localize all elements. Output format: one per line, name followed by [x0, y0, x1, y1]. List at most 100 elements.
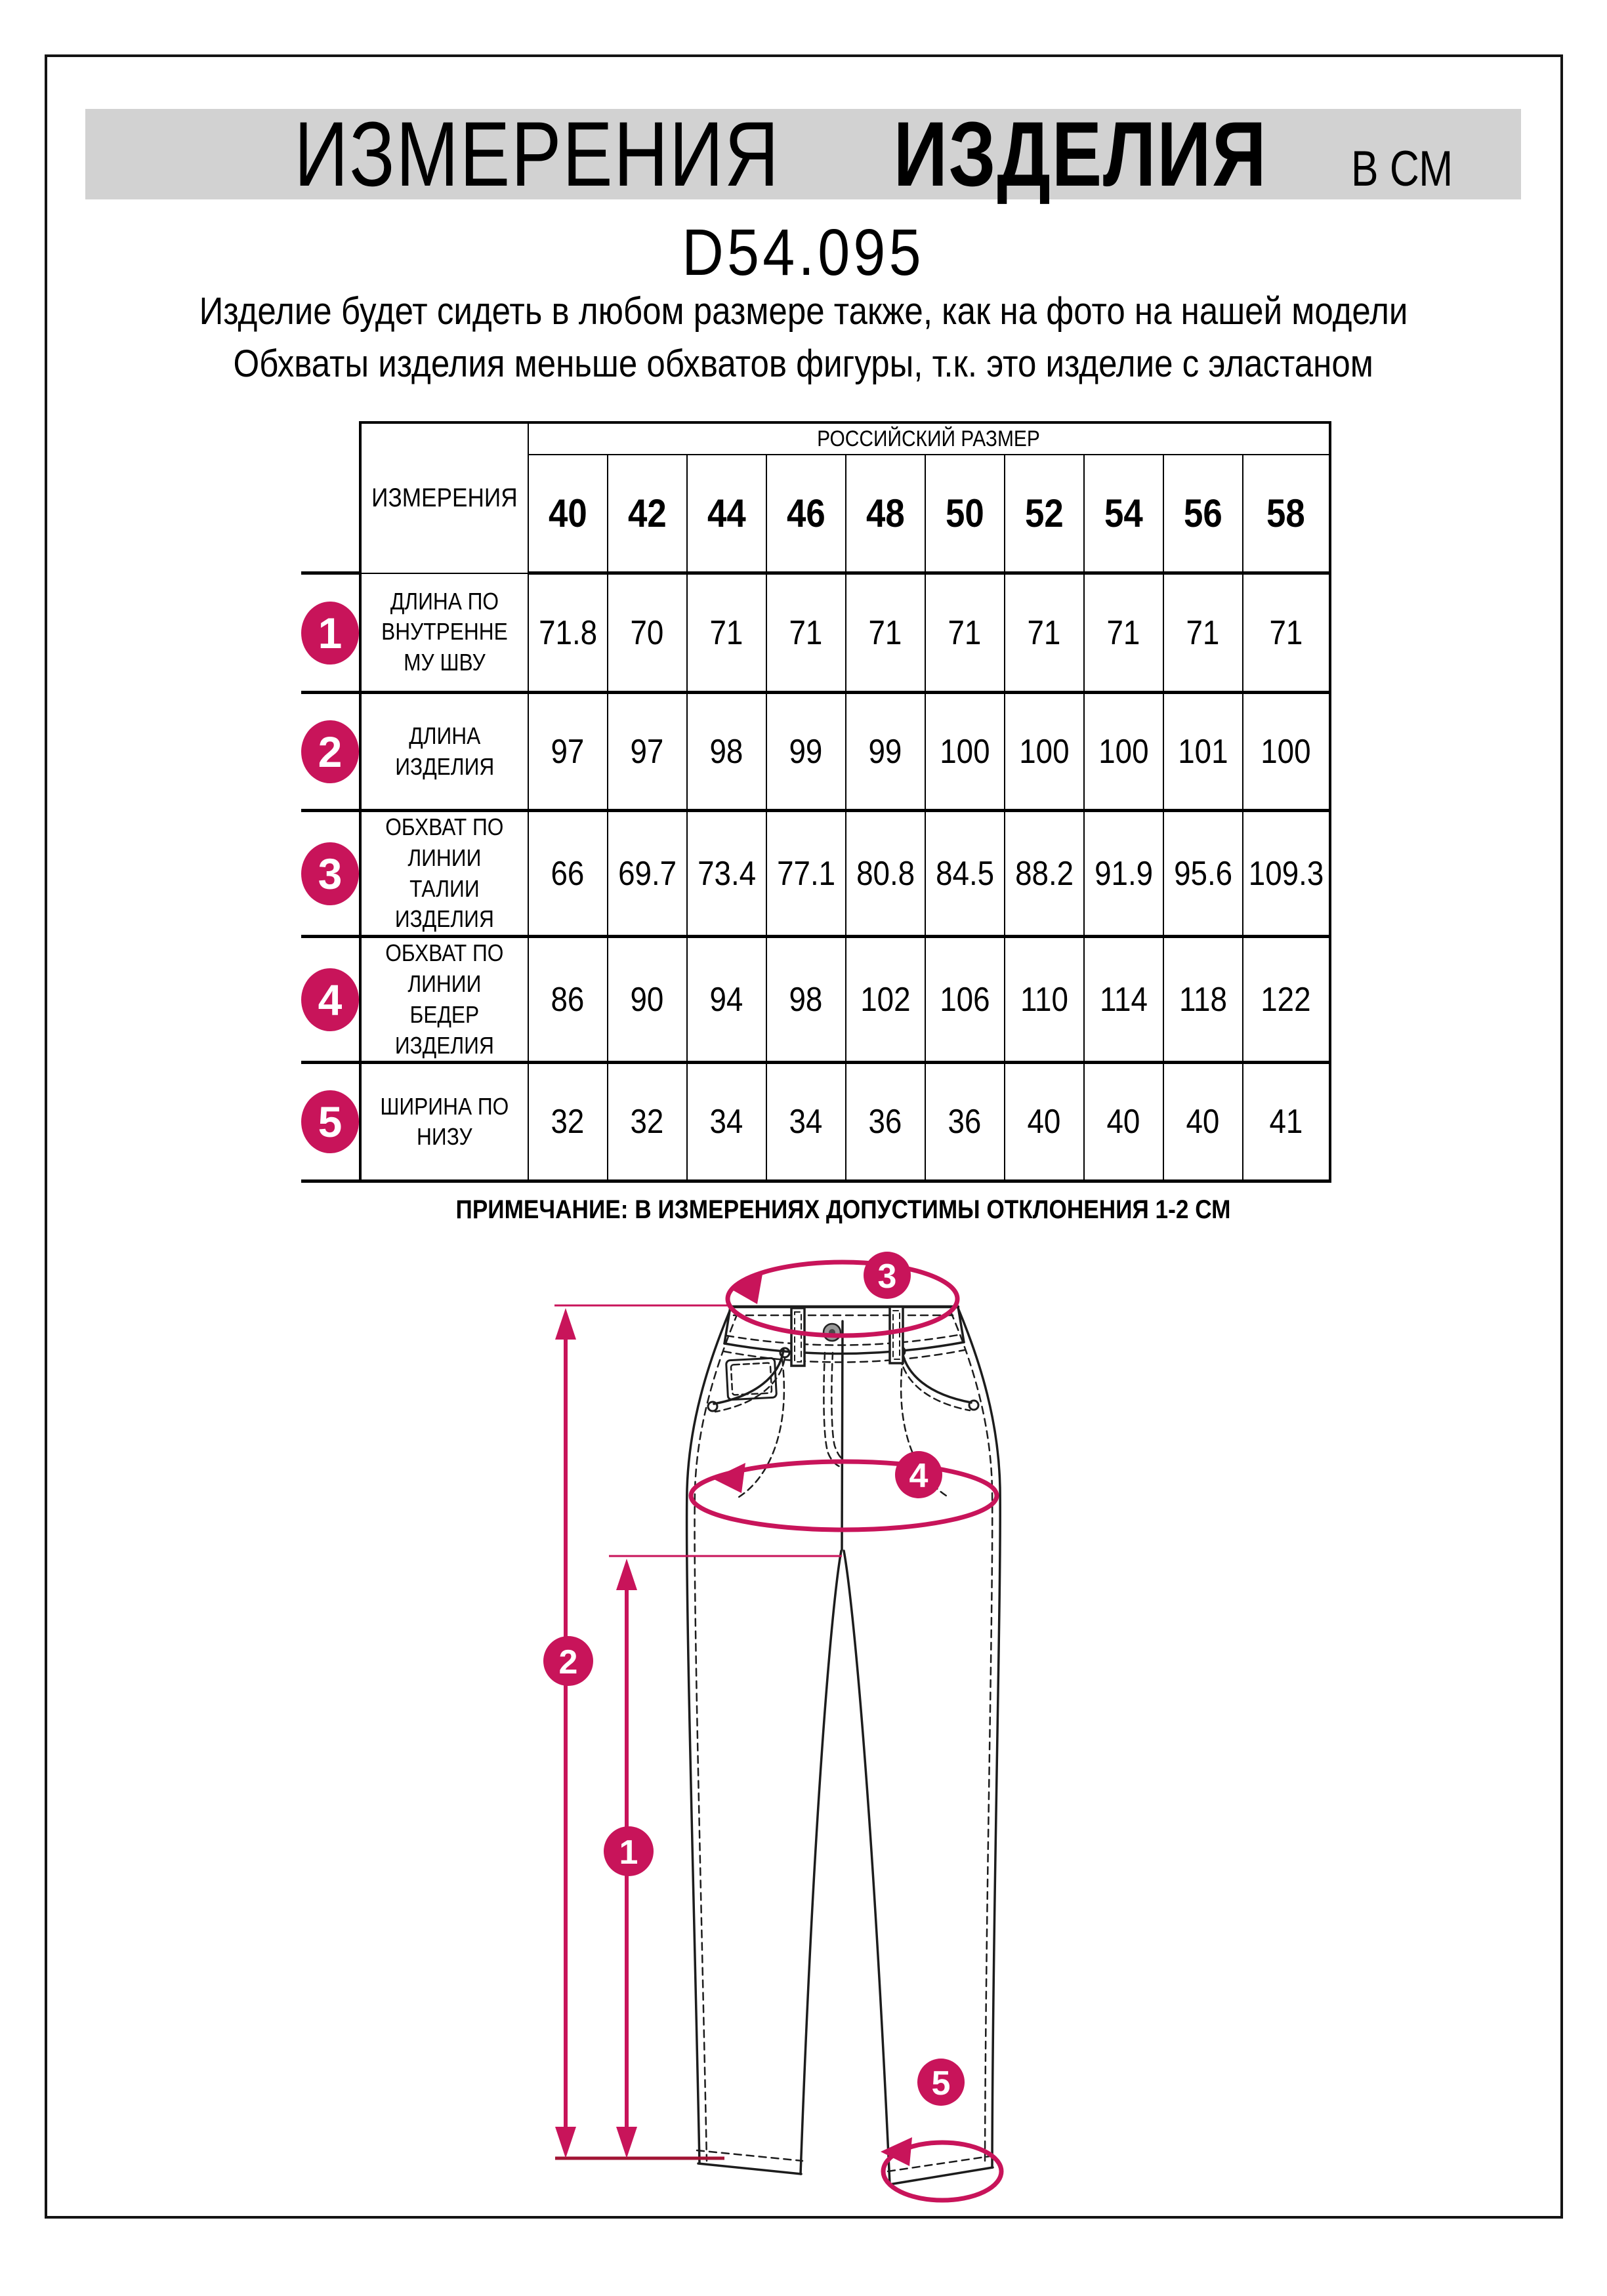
measurement-value-cell: 71	[686, 572, 767, 694]
measurement-value-cell: 36	[845, 1061, 926, 1183]
measurement-value-cell: 73.4	[686, 810, 767, 939]
measurement-value-cell: 32	[527, 1061, 608, 1183]
table-row: 1 ДЛИНА ПО ВНУТРЕННЕ МУ ШВУ 71.8 70 71 71 71 71…	[301, 572, 1331, 694]
marker-4: 4	[909, 1457, 929, 1495]
hem-measure-ellipse	[881, 2140, 1004, 2203]
size-header-cell: 56	[1162, 454, 1243, 575]
spacer-cell	[301, 455, 360, 575]
size-header-row: 40 42 44 46 48 50 52 54 56 58	[301, 454, 1331, 575]
measurement-value-cell: 91.9	[1083, 810, 1164, 939]
row-marker-badge: 3	[301, 842, 359, 905]
corner-header-cell: ИЗМЕРЕНИЯ	[359, 421, 529, 574]
marker-1: 1	[619, 1834, 638, 1872]
row-marker-cell: 5	[301, 1062, 360, 1183]
size-header-cell: 50	[924, 454, 1005, 575]
measurement-value-cell: 71	[1242, 572, 1331, 694]
size-header-cell: 54	[1083, 454, 1164, 575]
size-header-cell: 52	[1003, 454, 1085, 575]
row-marker-cell: 3	[301, 810, 360, 939]
page-title-unit: В СМ	[1351, 141, 1453, 197]
hip-measure-ellipse	[688, 1459, 999, 1532]
measurement-value-cell: 98	[686, 691, 767, 812]
measurement-value-cell: 34	[686, 1061, 767, 1183]
measurement-value-cell: 69.7	[606, 810, 688, 939]
size-header-cell: 44	[686, 454, 767, 575]
spacer-cell	[301, 422, 360, 455]
trousers-diagram: 1 2 3 4 5	[543, 1252, 1004, 2203]
measurement-value-cell: 84.5	[924, 810, 1005, 939]
measurement-value-cell: 34	[765, 1061, 846, 1183]
diagram-markers: 1 2 3 4 5	[543, 1252, 965, 2106]
tolerance-note: ПРИМЕЧАНИЕ: В ИЗМЕРЕНИЯХ ДОПУСТИМЫ ОТКЛО…	[455, 1195, 1230, 1224]
measurement-value-cell: 86	[527, 935, 608, 1065]
measurement-value-cell: 71	[1083, 572, 1164, 694]
measurement-label-cell: ШИРИНА ПО НИЗУ	[359, 1061, 529, 1183]
page-border-frame	[45, 54, 1563, 2219]
row-marker-cell: 2	[301, 692, 360, 812]
measurement-value-cell: 110	[1003, 935, 1085, 1065]
page-title-word1: ИЗМЕРЕНИЯ	[293, 102, 780, 205]
size-header-cell: 46	[765, 454, 846, 575]
measurement-label-cell: ОБХВАТ ПО ЛИНИИ БЕДЕР ИЗДЕЛИЯ	[359, 935, 529, 1065]
marker-2: 2	[559, 1643, 578, 1681]
pants-outline	[685, 1305, 1001, 2186]
measurement-value-cell: 99	[845, 691, 926, 812]
size-group-header-cell: РОССИЙСКИЙ РАЗМЕР	[527, 421, 1331, 455]
measurement-value-cell: 71	[845, 572, 926, 694]
measurement-value-cell: 97	[606, 691, 688, 812]
measurement-value-cell: 40	[1162, 1061, 1243, 1183]
arrowheads	[555, 1274, 912, 2166]
marker-5: 5	[932, 2064, 951, 2102]
measurement-value-cell: 97	[527, 691, 608, 812]
table-row: 2 ДЛИНА ИЗДЕЛИЯ 97 97 98 99 99 100 100 100 101 100	[301, 691, 1331, 812]
measurement-value-cell: 80.8	[845, 810, 926, 939]
measurement-value-cell: 101	[1162, 691, 1243, 812]
table-row: 3 ОБХВАТ ПО ЛИНИИ ТАЛИИ ИЗДЕЛИЯ 66 69.7 73.4…	[301, 810, 1331, 939]
measurement-value-cell: 71	[765, 572, 846, 694]
size-header-cell: 40	[527, 454, 608, 575]
measurement-value-cell: 122	[1242, 935, 1331, 1065]
description-line-1: Изделие будет сидеть в любом размере так…	[199, 290, 1408, 333]
measurement-value-cell: 41	[1242, 1061, 1331, 1183]
size-header-cell: 42	[606, 454, 688, 575]
measurement-value-cell: 118	[1162, 935, 1243, 1065]
product-code: D54.095	[682, 216, 925, 289]
size-table-wrapper: ИЗМЕРЕНИЯ РОССИЙСКИЙ РАЗМЕР 40 42 44 46 48 50…	[301, 421, 1331, 1183]
measurement-value-cell: 95.6	[1162, 810, 1243, 939]
measurement-value-cell: 114	[1083, 935, 1164, 1065]
measurement-value-cell: 109.3	[1242, 810, 1331, 939]
measurement-value-cell: 71	[924, 572, 1005, 694]
page-title-word2: ИЗДЕЛИЯ	[893, 102, 1268, 205]
measurement-value-cell: 102	[845, 935, 926, 1065]
measurement-value-cell: 71	[1162, 572, 1243, 694]
measurement-value-cell: 32	[606, 1061, 688, 1183]
measurement-value-cell: 94	[686, 935, 767, 1065]
size-table: ИЗМЕРЕНИЯ РОССИЙСКИЙ РАЗМЕР 40 42 44 46 48 50…	[301, 421, 1331, 1183]
measurement-value-cell: 88.2	[1003, 810, 1085, 939]
measurement-value-cell: 40	[1003, 1061, 1085, 1183]
measurement-value-cell: 99	[765, 691, 846, 812]
row-marker-badge: 1	[301, 601, 359, 665]
size-header-cell: 58	[1242, 454, 1331, 575]
row-marker-cell: 1	[301, 573, 360, 694]
coin-pocket	[725, 1357, 778, 1401]
measurement-label-cell: ДЛИНА ИЗДЕЛИЯ	[359, 691, 529, 812]
measurement-label-cell: ДЛИНА ПО ВНУТРЕННЕ МУ ШВУ	[359, 572, 529, 694]
size-header-cell: 48	[845, 454, 926, 575]
row-marker-badge: 4	[301, 968, 359, 1031]
row-marker-badge: 5	[301, 1090, 359, 1154]
measurement-value-cell: 77.1	[765, 810, 846, 939]
measurement-value-cell: 66	[527, 810, 608, 939]
row-marker-cell: 4	[301, 936, 360, 1065]
measurement-value-cell: 106	[924, 935, 1005, 1065]
measurement-value-cell: 100	[1242, 691, 1331, 812]
table-row: 5 ШИРИНА ПО НИЗУ 32 32 34 34 36 36 40 40 40 41	[301, 1061, 1331, 1183]
title-band: ИЗМЕРЕНИЯ ИЗДЕЛИЯ В СМ	[85, 102, 1521, 205]
measurement-value-cell: 40	[1083, 1061, 1164, 1183]
table-row: 4 ОБХВАТ ПО ЛИНИИ БЕДЕР ИЗДЕЛИЯ 86 90 94 98 10…	[301, 935, 1331, 1065]
measurement-value-cell: 100	[924, 691, 1005, 812]
waist-measure-ellipse	[725, 1260, 960, 1338]
measurement-value-cell: 100	[1083, 691, 1164, 812]
measurement-value-cell: 100	[1003, 691, 1085, 812]
measurement-value-cell: 71	[1003, 572, 1085, 694]
